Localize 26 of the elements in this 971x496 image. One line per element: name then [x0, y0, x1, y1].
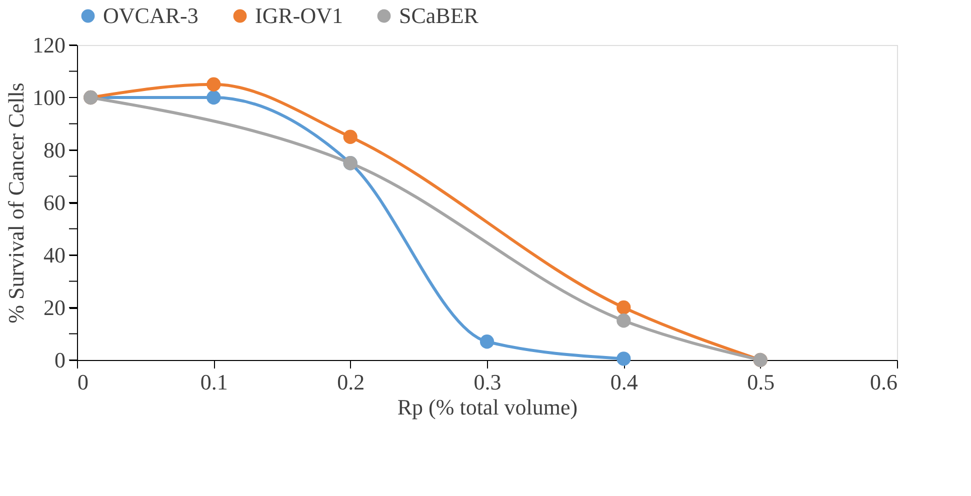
y-axis-title: % Survival of Cancer Cells — [4, 82, 28, 324]
x-tick-label: 0.1 — [200, 370, 228, 394]
point — [616, 352, 631, 366]
y-tick-label: 60 — [44, 190, 66, 215]
x-tick-label: 0.5 — [747, 370, 775, 394]
x-tick-label: 0.4 — [610, 370, 638, 394]
legend-label: IGR-OV1 — [255, 3, 343, 28]
y-tick-label: 120 — [32, 32, 66, 58]
legend-label: OVCAR-3 — [103, 3, 198, 28]
x-tick-label: 0 — [78, 370, 88, 394]
point — [616, 314, 631, 328]
x-tick-label: 0.3 — [474, 370, 502, 394]
point — [343, 130, 358, 144]
point — [206, 90, 221, 105]
y-tick-label: 20 — [44, 295, 66, 320]
y-tick-label: 80 — [44, 138, 66, 162]
x-axis-title: Rp (% total volume) — [397, 394, 578, 420]
y-tick-label: 0 — [54, 348, 66, 372]
point — [206, 77, 221, 92]
legend-label: SCaBER — [399, 3, 479, 28]
x-tick-label: 0.6 — [870, 370, 898, 394]
y-tick-label: 100 — [32, 85, 66, 110]
point — [480, 334, 494, 349]
point — [616, 300, 631, 315]
x-tick-label: 0.2 — [337, 370, 365, 394]
y-tick-label: 40 — [44, 242, 66, 268]
